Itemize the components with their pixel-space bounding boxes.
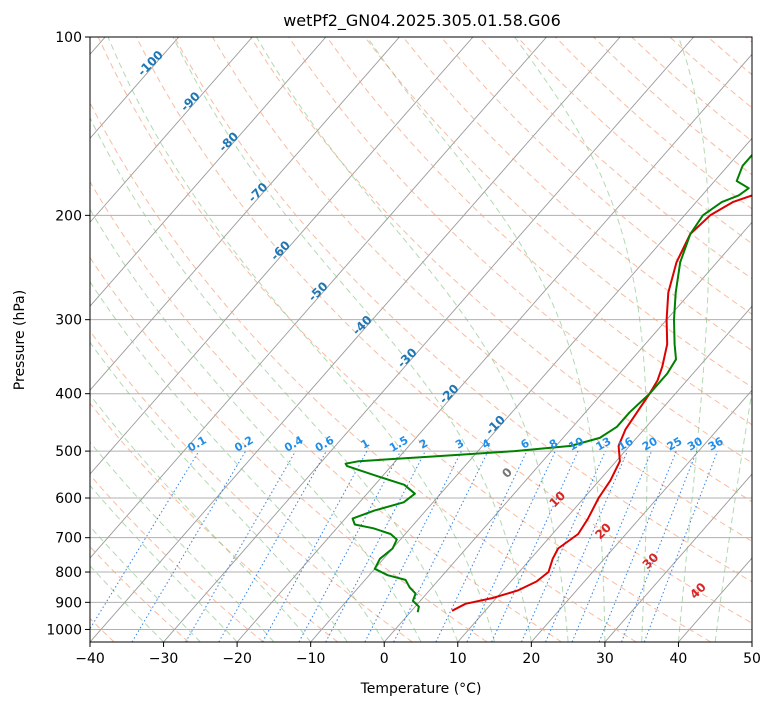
isotherm (530, 389, 752, 642)
mixing-ratio-line (521, 450, 606, 642)
isotherm (90, 37, 253, 223)
mixing-ratio-line (131, 450, 247, 642)
y-axis: 100 200 300 400 500 600 700 800 900 1000 (46, 30, 90, 638)
moist-adiabat (172, 37, 532, 642)
dry-adiabats (90, 37, 752, 642)
y-tick-label: 200 (55, 208, 82, 224)
isotherm (604, 473, 752, 642)
dry-adiabat (90, 402, 339, 642)
mixing-ratio-lines (90, 450, 718, 642)
plot-frame (89, 36, 753, 643)
x-tick-label: 30 (596, 651, 614, 667)
moist-adiabat (366, 37, 606, 642)
x-tick-label: 40 (670, 651, 688, 667)
moist-adiabat (90, 116, 459, 642)
dry-adiabat (90, 101, 637, 642)
isotherm (90, 37, 547, 559)
moist-adiabat (677, 37, 710, 642)
isotherm (383, 221, 752, 642)
dry-adiabat (90, 256, 488, 642)
x-axis: −40 −30 −20 −10 0 10 20 30 40 50 (75, 642, 761, 667)
dewpoint-line (344, 153, 752, 613)
x-axis-label: Temperature (°C) (360, 681, 482, 697)
dry-adiabat (364, 37, 752, 388)
y-tick-label: 900 (55, 595, 82, 611)
isotherms (90, 37, 752, 642)
dry-adiabat (97, 37, 712, 642)
isotherm (90, 37, 327, 307)
chart-title: wetPf2_GN04.2025.305.01.58.G06 (283, 11, 561, 31)
x-tick-label: 0 (380, 651, 389, 667)
x-tick-label: 50 (743, 651, 761, 667)
dry-adiabat (135, 37, 752, 624)
y-tick-label: 400 (55, 387, 82, 403)
y-tick-label: 800 (55, 565, 82, 581)
mixing-ratio-line (571, 450, 653, 642)
moist-adiabat (256, 37, 569, 642)
moist-adiabat (514, 37, 648, 642)
mixing-ratio-line (90, 450, 200, 630)
moist-adiabat (90, 484, 238, 642)
pressure-gridlines (90, 37, 752, 630)
mixing-ratio-line (545, 450, 628, 642)
isotherm (236, 53, 752, 642)
dry-adiabat (90, 545, 190, 642)
x-tick-label: −10 (296, 651, 326, 667)
mixing-ratio-line (393, 450, 489, 642)
moist-adiabat (90, 394, 312, 642)
moist-adiabat (90, 341, 348, 642)
y-tick-label: 1000 (46, 622, 82, 638)
mixing-ratio-line (185, 450, 297, 642)
moist-adiabat (714, 388, 752, 642)
dry-adiabat (173, 37, 752, 583)
dry-adiabat (250, 37, 752, 503)
mixing-ratio-line (218, 450, 327, 642)
dry-adiabat (90, 180, 562, 642)
moist-adiabat (90, 441, 275, 642)
isotherm (90, 37, 474, 475)
x-tick-label: 20 (522, 651, 540, 667)
isotherm (90, 37, 400, 391)
mixing-ratio-line (262, 450, 368, 642)
x-tick-label: −30 (149, 651, 179, 667)
temperature-line (451, 194, 752, 612)
mixing-ratio-line (298, 450, 402, 642)
moist-adiabat (90, 280, 385, 642)
profile-lines (344, 153, 752, 613)
isotherm (90, 37, 621, 642)
mixing-ratio-line (466, 450, 556, 642)
y-tick-label: 500 (55, 444, 82, 460)
dry-adiabat (288, 37, 752, 464)
x-tick-label: −20 (222, 651, 252, 667)
dry-adiabat (90, 474, 264, 642)
mixing-ratio-line (435, 450, 528, 642)
isotherm (457, 305, 752, 642)
y-tick-label: 700 (55, 531, 82, 547)
y-axis-label: Pressure (hPa) (12, 290, 28, 390)
mixing-ratio-line (491, 450, 579, 642)
dry-adiabat (212, 37, 752, 542)
moist-adiabat (90, 208, 422, 642)
y-tick-label: 300 (55, 313, 82, 329)
isotherm (163, 37, 694, 642)
dry-adiabat (326, 37, 752, 426)
y-tick-label: 100 (55, 30, 82, 46)
plot-area: 0.1 0.2 0.4 0.6 1 1.5 2 3 4 6 8 10 13 16 20 25 30 36-100-… (90, 37, 752, 642)
y-tick-label: 600 (55, 491, 82, 507)
x-tick-label: 10 (449, 651, 467, 667)
x-tick-label: −40 (75, 651, 105, 667)
